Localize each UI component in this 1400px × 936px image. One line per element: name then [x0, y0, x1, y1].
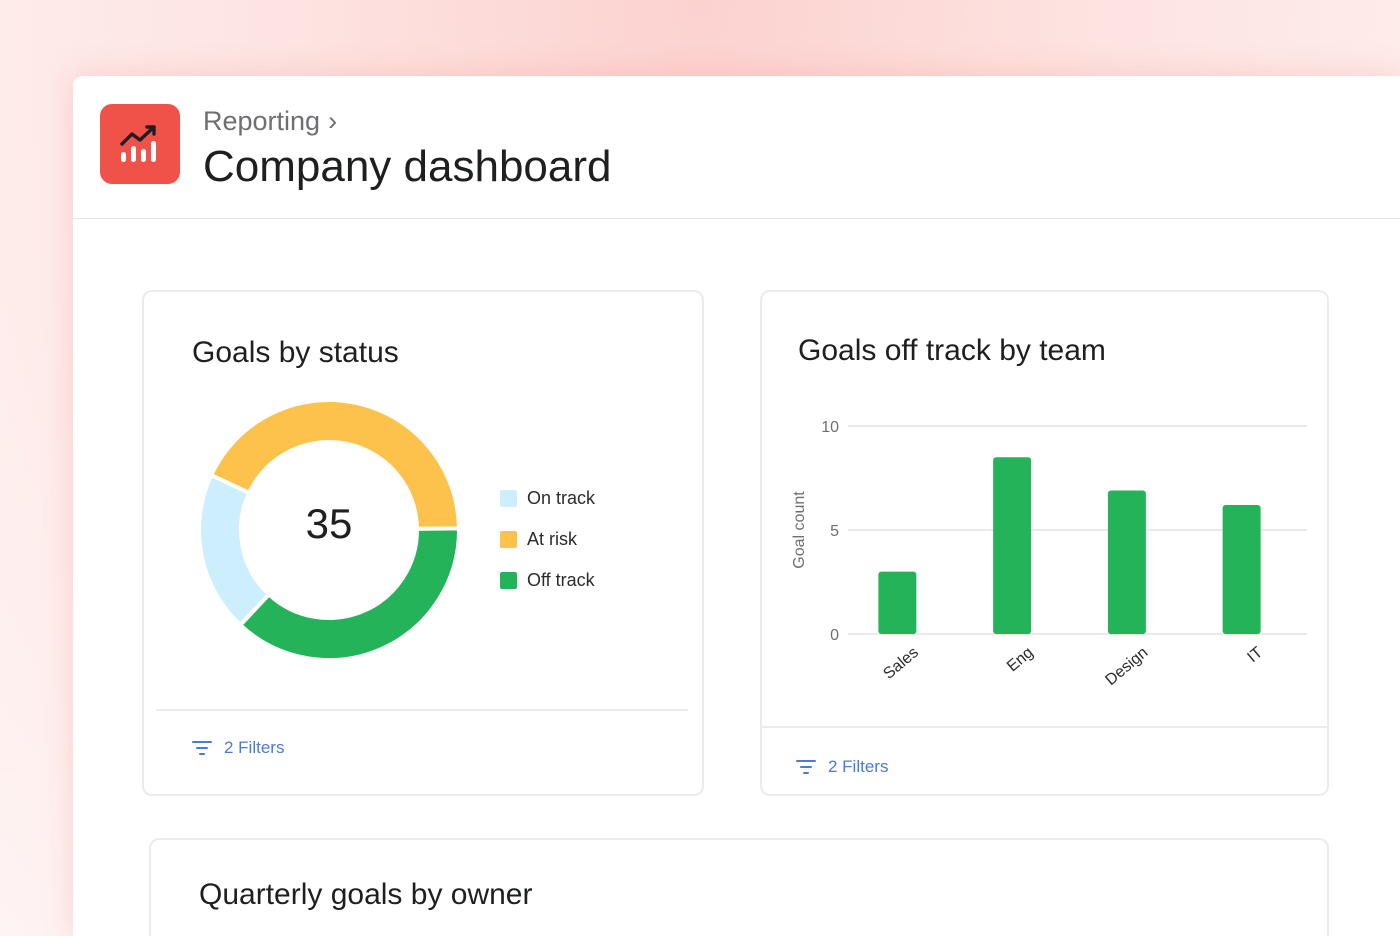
bar-design[interactable]	[1107, 490, 1146, 634]
bar-eng[interactable]	[993, 457, 1032, 634]
x-tick-label: Sales	[880, 644, 922, 683]
donut-slice-on-track[interactable]	[197, 472, 272, 628]
chevron-right-icon: ›	[328, 106, 338, 136]
goals-by-status-card: Goals by status 35 On track At risk Off …	[142, 290, 704, 796]
legend-swatch	[500, 572, 517, 589]
donut-total: 35	[305, 500, 353, 547]
goals-off-track-card: Goals off track by team 0 5 10 Goal count Sa…	[760, 290, 1329, 796]
filters-label: 2 Filters	[224, 738, 285, 757]
filter-icon	[796, 760, 816, 774]
filters-label: 2 Filters	[828, 757, 889, 776]
legend-item-off-track: Off track	[500, 560, 595, 601]
y-tick-label: 5	[830, 523, 839, 540]
card-title: Goals by status	[192, 336, 399, 369]
chart-legend: On track At risk Off track	[500, 478, 595, 601]
status-donut-chart	[197, 398, 462, 662]
filter-icon	[192, 741, 212, 755]
legend-label: On track	[527, 488, 596, 508]
legend-item-at-risk: At risk	[500, 519, 595, 560]
donut-slice-off-track[interactable]	[237, 526, 461, 662]
legend-label: Off track	[527, 570, 595, 590]
page-header: Reporting › Company dashboard	[73, 76, 1400, 219]
bar-chart: 0 5 10 Goal count Sales Eng Design IT	[791, 419, 1307, 689]
bar-it[interactable]	[1222, 505, 1261, 634]
x-tick-label: Design	[1102, 644, 1151, 689]
breadcrumb-reporting-link[interactable]: Reporting	[203, 106, 321, 136]
filters-button[interactable]: 2 Filters	[192, 738, 284, 758]
filters-button[interactable]: 2 Filters	[796, 757, 888, 777]
dashboard-window: Reporting › Company dashboard Goals by s…	[73, 76, 1400, 936]
reporting-app-icon	[100, 104, 180, 184]
x-tick-label: IT	[1244, 644, 1266, 666]
chart-trending-up-icon	[120, 125, 156, 162]
bar-sales[interactable]	[878, 571, 917, 634]
breadcrumb[interactable]: Reporting ›	[203, 106, 337, 137]
divider	[762, 726, 1327, 728]
donut-slice-at-risk[interactable]	[208, 398, 462, 531]
legend-swatch	[500, 490, 517, 507]
legend-label: At risk	[527, 529, 578, 549]
y-tick-label: 0	[830, 627, 839, 644]
x-tick-label: Eng	[1004, 644, 1037, 675]
y-tick-label: 10	[821, 419, 839, 436]
legend-swatch	[500, 531, 517, 548]
page-title: Company dashboard	[203, 142, 612, 191]
card-title: Goals off track by team	[798, 334, 1106, 367]
y-axis-label: Goal count	[791, 491, 808, 569]
legend-item-on-track: On track	[500, 478, 595, 519]
card-title: Quarterly goals by owner	[199, 878, 533, 911]
quarterly-goals-card: Quarterly goals by owner	[149, 838, 1329, 936]
divider	[156, 709, 688, 711]
